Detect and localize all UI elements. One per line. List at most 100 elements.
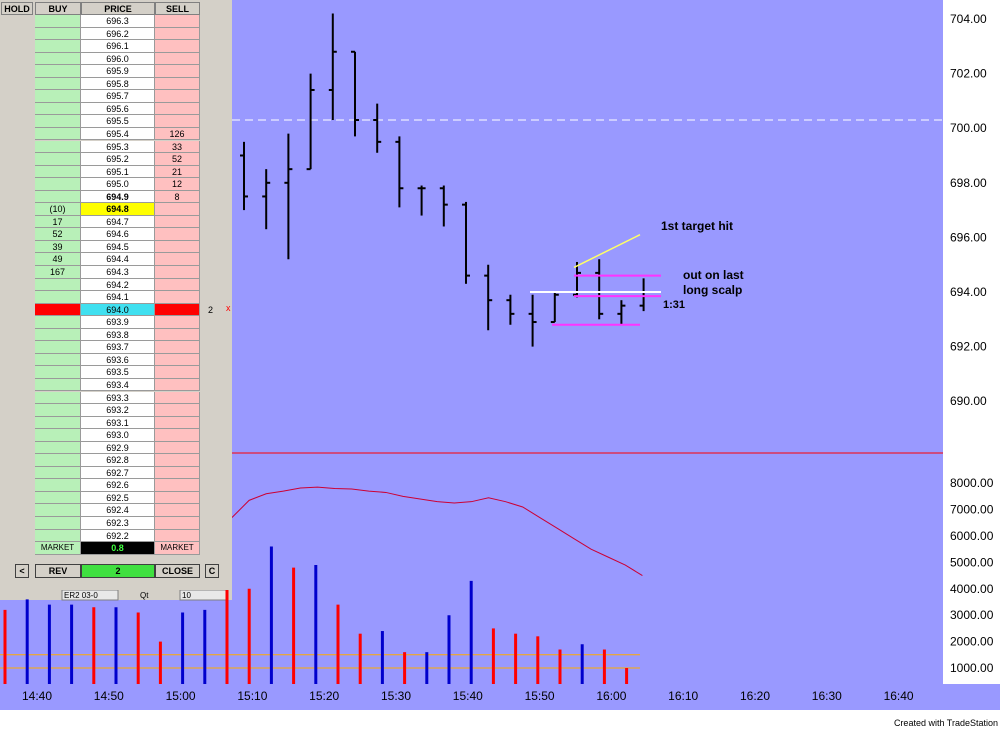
sell-cell[interactable] <box>155 316 200 329</box>
sell-cell[interactable] <box>155 215 200 229</box>
sell-cell[interactable] <box>155 466 200 480</box>
buy-cell[interactable] <box>35 517 81 530</box>
sell-cell[interactable]: 21 <box>155 165 200 179</box>
buy-cell[interactable] <box>35 491 81 505</box>
buy-cell[interactable]: (10) <box>35 203 81 216</box>
sell-cell[interactable] <box>155 429 200 442</box>
market-sell-button[interactable]: MARKET <box>155 542 200 555</box>
sell-cell[interactable] <box>155 404 200 417</box>
buy-cell[interactable]: 17 <box>35 215 81 229</box>
sell-cell[interactable]: 8 <box>155 190 200 204</box>
buy-cell[interactable]: 167 <box>35 266 81 279</box>
sell-cell[interactable]: 12 <box>155 178 200 191</box>
sell-cell[interactable] <box>155 102 200 116</box>
sell-cell[interactable] <box>155 479 200 492</box>
buy-cell[interactable] <box>35 366 81 379</box>
buy-cell[interactable] <box>35 353 81 367</box>
sell-cell[interactable] <box>155 328 200 342</box>
sell-cell[interactable]: 52 <box>155 153 200 166</box>
sell-cell[interactable] <box>155 40 200 53</box>
buy-cell[interactable] <box>35 391 81 405</box>
sell-cell[interactable]: 33 <box>155 140 200 154</box>
quantity-field[interactable]: 2 <box>81 564 155 578</box>
buy-cell[interactable] <box>35 504 81 517</box>
buy-cell[interactable] <box>35 429 81 442</box>
buy-cell[interactable] <box>35 153 81 166</box>
price-cell: 695.1 <box>81 165 155 179</box>
buy-cell[interactable] <box>35 102 81 116</box>
reverse-button[interactable]: REV <box>35 564 81 578</box>
time-tick-label: 14:40 <box>22 689 52 703</box>
hold-header[interactable]: HOLD <box>1 2 33 15</box>
sell-cell[interactable] <box>155 228 200 241</box>
buy-cell[interactable] <box>35 127 81 141</box>
buy-cell[interactable] <box>35 341 81 354</box>
buy-cell[interactable] <box>35 90 81 103</box>
buy-cell[interactable] <box>35 328 81 342</box>
buy-cell[interactable] <box>35 40 81 53</box>
sell-cell[interactable] <box>155 378 200 392</box>
sell-cell[interactable] <box>155 491 200 505</box>
buy-cell[interactable] <box>35 454 81 467</box>
buy-cell[interactable] <box>35 404 81 417</box>
sell-cell[interactable] <box>155 529 200 543</box>
market-buy-button[interactable]: MARKET <box>35 542 81 555</box>
buy-cell[interactable] <box>35 466 81 480</box>
sell-cell[interactable] <box>155 291 200 304</box>
sell-cell[interactable] <box>155 341 200 354</box>
buy-cell[interactable]: 49 <box>35 253 81 266</box>
buy-cell[interactable] <box>35 77 81 91</box>
price-cell: 695.5 <box>81 115 155 128</box>
buy-cell[interactable] <box>35 291 81 304</box>
buy-cell[interactable]: 39 <box>35 240 81 254</box>
sell-cell[interactable] <box>155 366 200 379</box>
sell-cell[interactable] <box>155 454 200 467</box>
sell-cell[interactable] <box>155 353 200 367</box>
buy-cell[interactable] <box>35 441 81 455</box>
buy-cell[interactable] <box>35 115 81 128</box>
buy-cell[interactable] <box>35 529 81 543</box>
buy-cell[interactable] <box>35 140 81 154</box>
sell-cell[interactable] <box>155 441 200 455</box>
price-tick-label: 690.00 <box>950 394 987 408</box>
sell-cell[interactable] <box>155 266 200 279</box>
sell-cell[interactable] <box>155 77 200 91</box>
sell-cell[interactable] <box>155 52 200 66</box>
sell-cell[interactable] <box>155 115 200 128</box>
sell-cell[interactable]: 126 <box>155 127 200 141</box>
sell-cell[interactable] <box>155 303 200 317</box>
buy-cell[interactable] <box>35 165 81 179</box>
buy-cell[interactable]: 52 <box>35 228 81 241</box>
close-button[interactable]: CLOSE <box>155 564 200 578</box>
sell-cell[interactable] <box>155 240 200 254</box>
sell-cell[interactable] <box>155 203 200 216</box>
ladder-row: 692.5 <box>35 491 200 505</box>
buy-cell[interactable] <box>35 278 81 292</box>
sell-cell[interactable] <box>155 278 200 292</box>
sell-cell[interactable] <box>155 517 200 530</box>
annotation-out: out on last <box>683 268 744 282</box>
buy-cell[interactable] <box>35 416 81 430</box>
time-tick-label: 15:30 <box>381 689 411 703</box>
sell-cell[interactable] <box>155 504 200 517</box>
buy-cell[interactable] <box>35 65 81 78</box>
symbol-label: ER2 03-0 <box>64 591 98 600</box>
sell-cell[interactable] <box>155 90 200 103</box>
sell-cell[interactable] <box>155 416 200 430</box>
sell-cell[interactable] <box>155 27 200 41</box>
buy-cell[interactable] <box>35 316 81 329</box>
left-arrow-button[interactable]: < <box>15 564 29 578</box>
buy-cell[interactable] <box>35 479 81 492</box>
sell-cell[interactable] <box>155 391 200 405</box>
buy-cell[interactable] <box>35 52 81 66</box>
sell-cell[interactable] <box>155 253 200 266</box>
sell-cell[interactable] <box>155 65 200 78</box>
buy-cell[interactable] <box>35 303 81 317</box>
buy-cell[interactable] <box>35 27 81 41</box>
buy-cell[interactable] <box>35 190 81 204</box>
sell-cell[interactable] <box>155 15 200 28</box>
buy-cell[interactable] <box>35 15 81 28</box>
buy-cell[interactable] <box>35 378 81 392</box>
buy-cell[interactable] <box>35 178 81 191</box>
c-button[interactable]: C <box>205 564 219 578</box>
